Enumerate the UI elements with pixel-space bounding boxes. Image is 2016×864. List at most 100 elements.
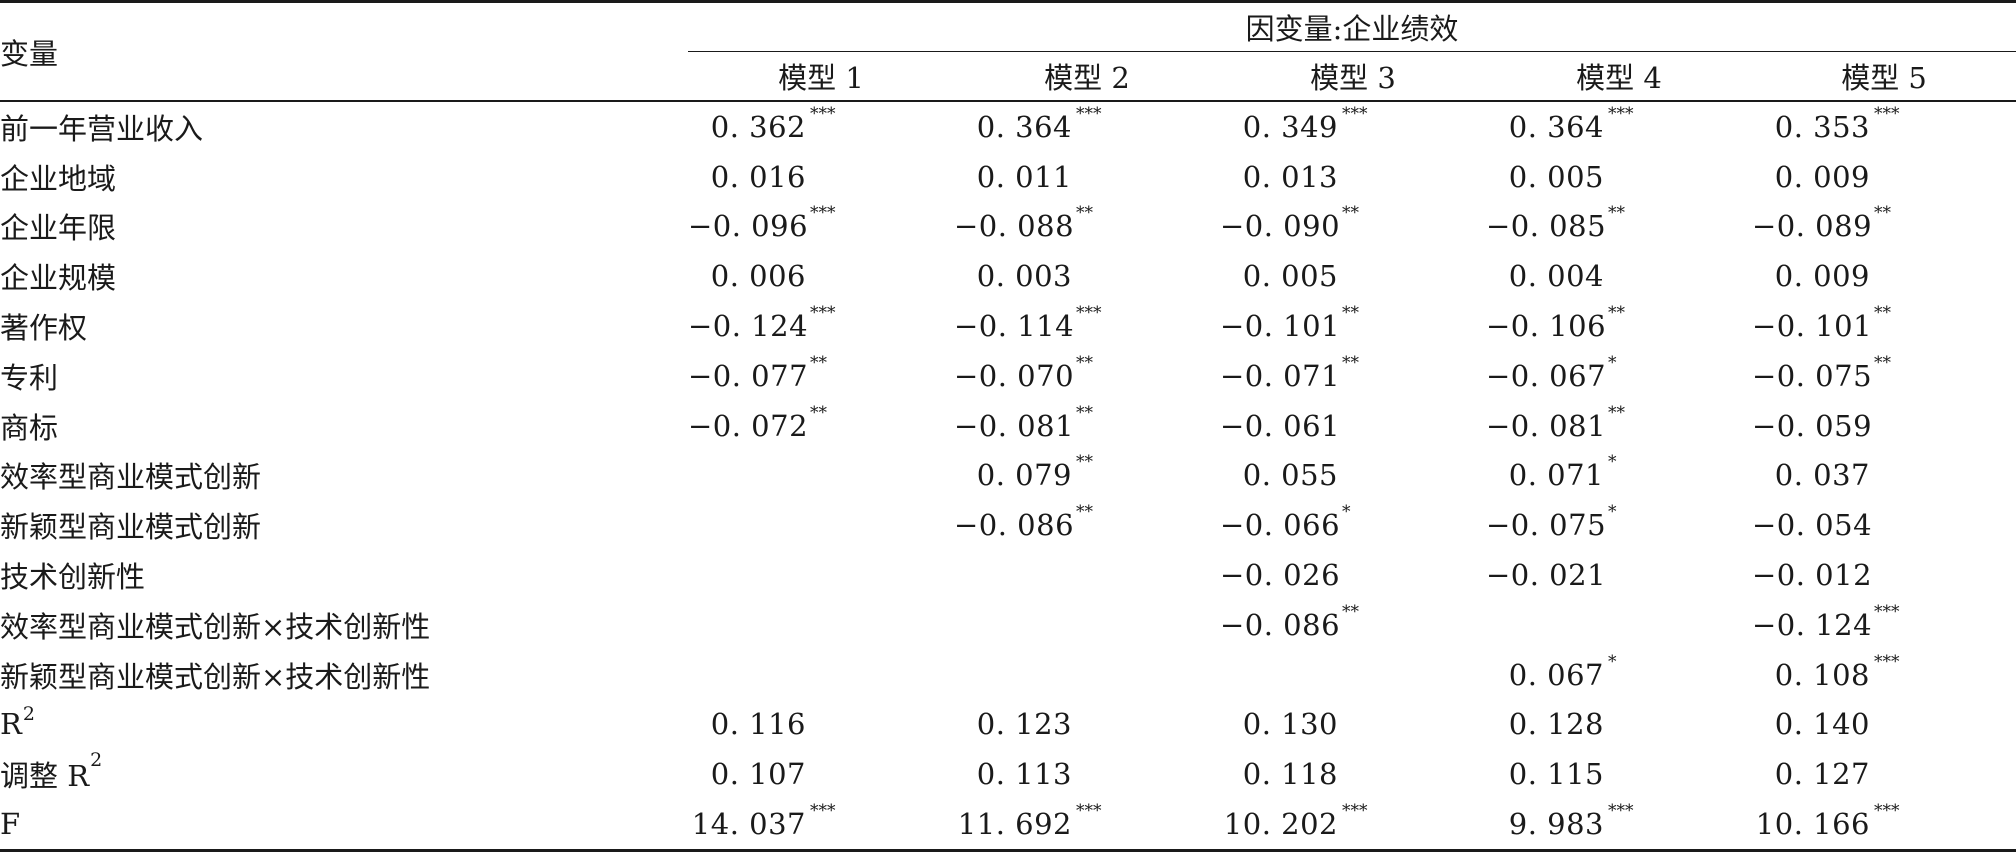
coefficient-cell [688,600,954,650]
coefficient-cell: −0. 085 ** [1486,202,1752,252]
coefficient-cell: −0. 067 * [1486,351,1752,401]
coefficient-value: −0. 071 [1220,358,1341,393]
variable-name: 企业地域 [0,152,688,202]
variable-label: 著作权 [0,311,88,346]
variable-label: 专利 [0,360,59,395]
table-row: 效率型商业模式创新×技术创新性 −0. 086 ** −0. 124 *** [0,600,2016,650]
coefficient-value: 0. 009 [1774,159,1870,194]
coefficient-cell: 0. 055 [1220,451,1486,501]
coefficient-cell: −0. 026 [1220,550,1486,600]
coefficient-value: −0. 077 [688,358,809,393]
coefficient-cell: 0. 362 *** [688,101,954,152]
significance-stars: *** [1342,103,1368,124]
significance-stars: ** [1608,402,1625,423]
significance-stars: * [1608,452,1617,473]
significance-stars: * [1608,502,1617,523]
variable-label: 企业地域 [0,161,117,196]
significance-stars: *** [1874,601,1900,622]
significance-stars: ** [1076,203,1093,224]
variable-header: 变量 [0,1,688,102]
coefficient-cell: 0. 009 [1752,152,2016,202]
coefficient-cell [688,550,954,600]
coefficient-value: −0. 054 [1752,508,1873,543]
coefficient-value: 0. 123 [976,707,1072,742]
coefficient-cell: 0. 107 [688,749,954,799]
table-body: 前一年营业收入 0. 362 *** 0. 364 *** 0. 349 *** 0. 364… [0,101,2016,851]
coefficient-cell: −0. 089 ** [1752,202,2016,252]
coefficient-value: 0. 107 [710,757,806,792]
variable-label: 新颖型商业模式创新 [0,510,262,545]
significance-stars: *** [810,103,836,124]
coefficient-value: −0. 081 [1486,408,1607,443]
coefficient-value: −0. 101 [1752,309,1873,344]
table-row: 新颖型商业模式创新 −0. 086 ** −0. 066 * −0. 075 * −0. 05… [0,500,2016,550]
variable-label: 效率型商业模式创新 [0,460,262,495]
coefficient-value: 0. 003 [976,259,1072,294]
header-row-1: 变量 因变量:企业绩效 [0,1,2016,102]
coefficient-value: −0. 075 [1486,508,1607,543]
variable-label: 效率型商业模式创新×技术创新性 [0,609,431,644]
coefficient-cell: −0. 086 ** [1220,600,1486,650]
significance-stars: *** [810,801,836,822]
coefficient-value: 0. 079 [976,458,1072,493]
coefficient-value: −0. 067 [1486,358,1607,393]
coefficient-cell: −0. 090 ** [1220,202,1486,252]
coefficient-cell: 0. 009 [1752,251,2016,301]
variable-name: 商标 [0,401,688,451]
coefficient-value: −0. 088 [954,209,1075,244]
coefficient-cell: 10. 202 *** [1220,799,1486,850]
coefficient-value: 0. 118 [1242,757,1338,792]
coefficient-value: −0. 070 [954,358,1075,393]
coefficient-cell: 0. 364 *** [1486,101,1752,152]
coefficient-value: 10. 166 [1755,807,1870,842]
table-row: 专利 −0. 077 ** −0. 070 ** −0. 071 ** −0. 067 * −0.… [0,351,2016,401]
significance-stars: *** [1874,103,1900,124]
coefficient-cell: −0. 124 *** [1752,600,2016,650]
significance-stars: * [1608,352,1617,373]
coefficient-cell: −0. 066 * [1220,500,1486,550]
coefficient-cell: 0. 037 [1752,451,2016,501]
significance-stars: *** [810,303,836,324]
coefficient-value: 0. 067 [1508,657,1604,692]
significance-stars: *** [1076,303,1102,324]
coefficient-value: −0. 081 [954,408,1075,443]
coefficient-value: 11. 692 [957,807,1072,842]
coefficient-cell: 0. 079 ** [954,451,1220,501]
coefficient-cell: 14. 037 *** [688,799,954,850]
coefficient-cell: 0. 118 [1220,749,1486,799]
coefficient-value: 0. 055 [1242,458,1338,493]
coefficient-value: 0. 116 [710,707,806,742]
table-row: 调整 R2 0. 107 0. 113 0. 118 0. 115 0. 127 [0,749,2016,799]
table-row: 前一年营业收入 0. 362 *** 0. 364 *** 0. 349 *** 0. 364… [0,101,2016,152]
significance-stars: *** [810,203,836,224]
coefficient-cell: −0. 096 *** [688,202,954,252]
coefficient-cell [954,650,1220,700]
coefficient-cell: −0. 021 [1486,550,1752,600]
coefficient-cell [1486,600,1752,650]
variable-superscript: 2 [22,703,35,726]
coefficient-cell: 0. 004 [1486,251,1752,301]
coefficient-cell: 0. 003 [954,251,1220,301]
coefficient-value: 0. 362 [710,109,806,144]
variable-name: 技术创新性 [0,550,688,600]
coefficient-cell: −0. 072 ** [688,401,954,451]
significance-stars: ** [1342,601,1359,622]
coefficient-cell: 0. 113 [954,749,1220,799]
table-row: 效率型商业模式创新 0. 079 ** 0. 055 0. 071 * 0. 037 [0,451,2016,501]
coefficient-cell: 0. 013 [1220,152,1486,202]
coefficient-value: −0. 026 [1220,558,1341,593]
coefficient-cell: 0. 116 [688,700,954,750]
coefficient-value: 0. 004 [1508,259,1604,294]
coefficient-cell: −0. 075 * [1486,500,1752,550]
table-row: R2 0. 116 0. 123 0. 130 0. 128 0. 140 [0,700,2016,750]
table-row: 商标 −0. 072 ** −0. 081 ** −0. 061 −0. 081 ** −0. … [0,401,2016,451]
coefficient-cell [954,550,1220,600]
coefficient-value: 0. 005 [1508,159,1604,194]
coefficient-cell: 0. 005 [1486,152,1752,202]
table-row: 著作权 −0. 124 *** −0. 114 *** −0. 101 ** −0. 106 *… [0,301,2016,351]
coefficient-cell [688,500,954,550]
variable-name: R2 [0,700,688,750]
coefficient-value: −0. 124 [688,309,809,344]
significance-stars: ** [1874,203,1891,224]
coefficient-cell: −0. 088 ** [954,202,1220,252]
